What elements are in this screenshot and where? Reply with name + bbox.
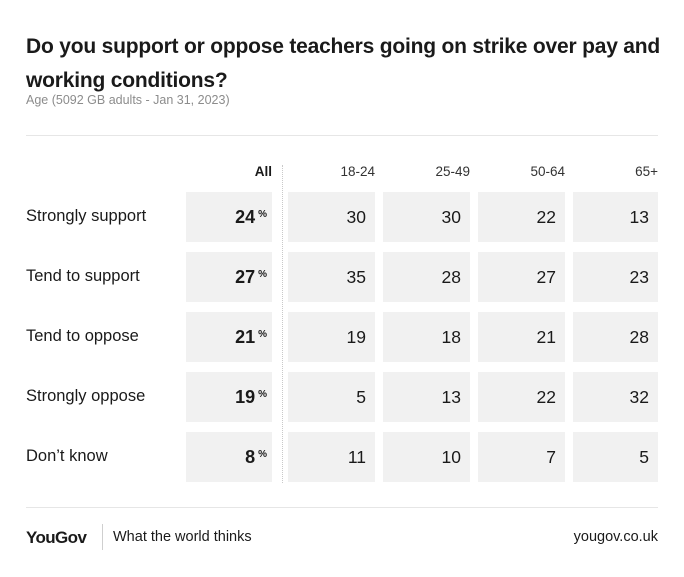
value-text: 22 (536, 206, 556, 227)
row-label: Strongly oppose (26, 387, 146, 405)
value-text: 18 (441, 326, 461, 347)
row-label: Tend to support (26, 267, 140, 285)
value-text: 13 (441, 386, 461, 407)
top-divider (26, 135, 658, 136)
value-text: 30 (441, 206, 461, 227)
value-text: 7 (546, 446, 556, 467)
value-text: 19 (346, 326, 366, 347)
yougov-logo: YouGov (26, 528, 87, 547)
value-text: 28 (441, 266, 461, 287)
footer-tagline: What the world thinks (113, 529, 252, 545)
row-label: Strongly support (26, 207, 147, 225)
value-cell: 22 (478, 192, 565, 242)
value-cell: 30 (383, 192, 470, 242)
value-cell: 11 (288, 432, 375, 482)
percent-sign: % (258, 208, 267, 220)
all-column-divider (282, 165, 283, 483)
chart-subtitle: Age (5092 GB adults - Jan 31, 2023) (26, 93, 230, 107)
value-text: 24 (235, 206, 256, 227)
value-cell: 5 (573, 432, 658, 482)
value-cell: 32 (573, 372, 658, 422)
column-header-65plus: 65+ (635, 164, 658, 179)
value-text: 8 (245, 446, 256, 467)
value-text: 23 (629, 266, 649, 287)
value-text: 11 (347, 446, 366, 467)
value-cell: 13 (573, 192, 658, 242)
value-text: 13 (629, 206, 649, 227)
value-cell: 19 (288, 312, 375, 362)
value-cell-all: 27% (186, 252, 272, 302)
bottom-divider (26, 507, 658, 508)
value-text: 32 (629, 386, 649, 407)
value-cell: 28 (573, 312, 658, 362)
column-header-18-24: 18-24 (340, 164, 375, 179)
value-text: 28 (629, 326, 649, 347)
value-cell: 5 (288, 372, 375, 422)
value-cell: 10 (383, 432, 470, 482)
value-text: 27 (235, 266, 256, 287)
value-cell-all: 24% (186, 192, 272, 242)
value-cell-all: 21% (186, 312, 272, 362)
row-label: Tend to oppose (26, 327, 139, 345)
value-text: 22 (536, 386, 556, 407)
value-text: 21 (536, 326, 556, 347)
footer-site-link[interactable]: yougov.co.uk (573, 529, 658, 545)
value-text: 35 (346, 266, 366, 287)
value-cell: 13 (383, 372, 470, 422)
row-label: Don’t know (26, 447, 108, 465)
value-text: 10 (441, 446, 461, 467)
value-cell-all: 19% (186, 372, 272, 422)
column-header-all: All (254, 164, 272, 179)
percent-sign: % (258, 388, 267, 400)
percent-sign: % (258, 448, 267, 460)
value-cell: 27 (478, 252, 565, 302)
value-cell: 7 (478, 432, 565, 482)
value-text: 27 (536, 266, 556, 287)
value-cell: 23 (573, 252, 658, 302)
value-cell-all: 8% (186, 432, 272, 482)
chart-title: Do you support or oppose teachers going … (26, 35, 661, 92)
percent-sign: % (258, 328, 267, 340)
value-cell: 30 (288, 192, 375, 242)
value-text: 5 (639, 446, 649, 467)
value-cell: 21 (478, 312, 565, 362)
value-text: 5 (356, 386, 366, 407)
footer-separator (102, 524, 103, 550)
percent-sign: % (258, 268, 267, 280)
value-text: 30 (346, 206, 366, 227)
value-cell: 35 (288, 252, 375, 302)
value-text: 21 (235, 326, 256, 347)
value-cell: 28 (383, 252, 470, 302)
value-cell: 18 (383, 312, 470, 362)
column-header-25-49: 25-49 (435, 164, 470, 179)
column-header-50-64: 50-64 (530, 164, 565, 179)
value-cell: 22 (478, 372, 565, 422)
value-text: 19 (235, 386, 256, 407)
